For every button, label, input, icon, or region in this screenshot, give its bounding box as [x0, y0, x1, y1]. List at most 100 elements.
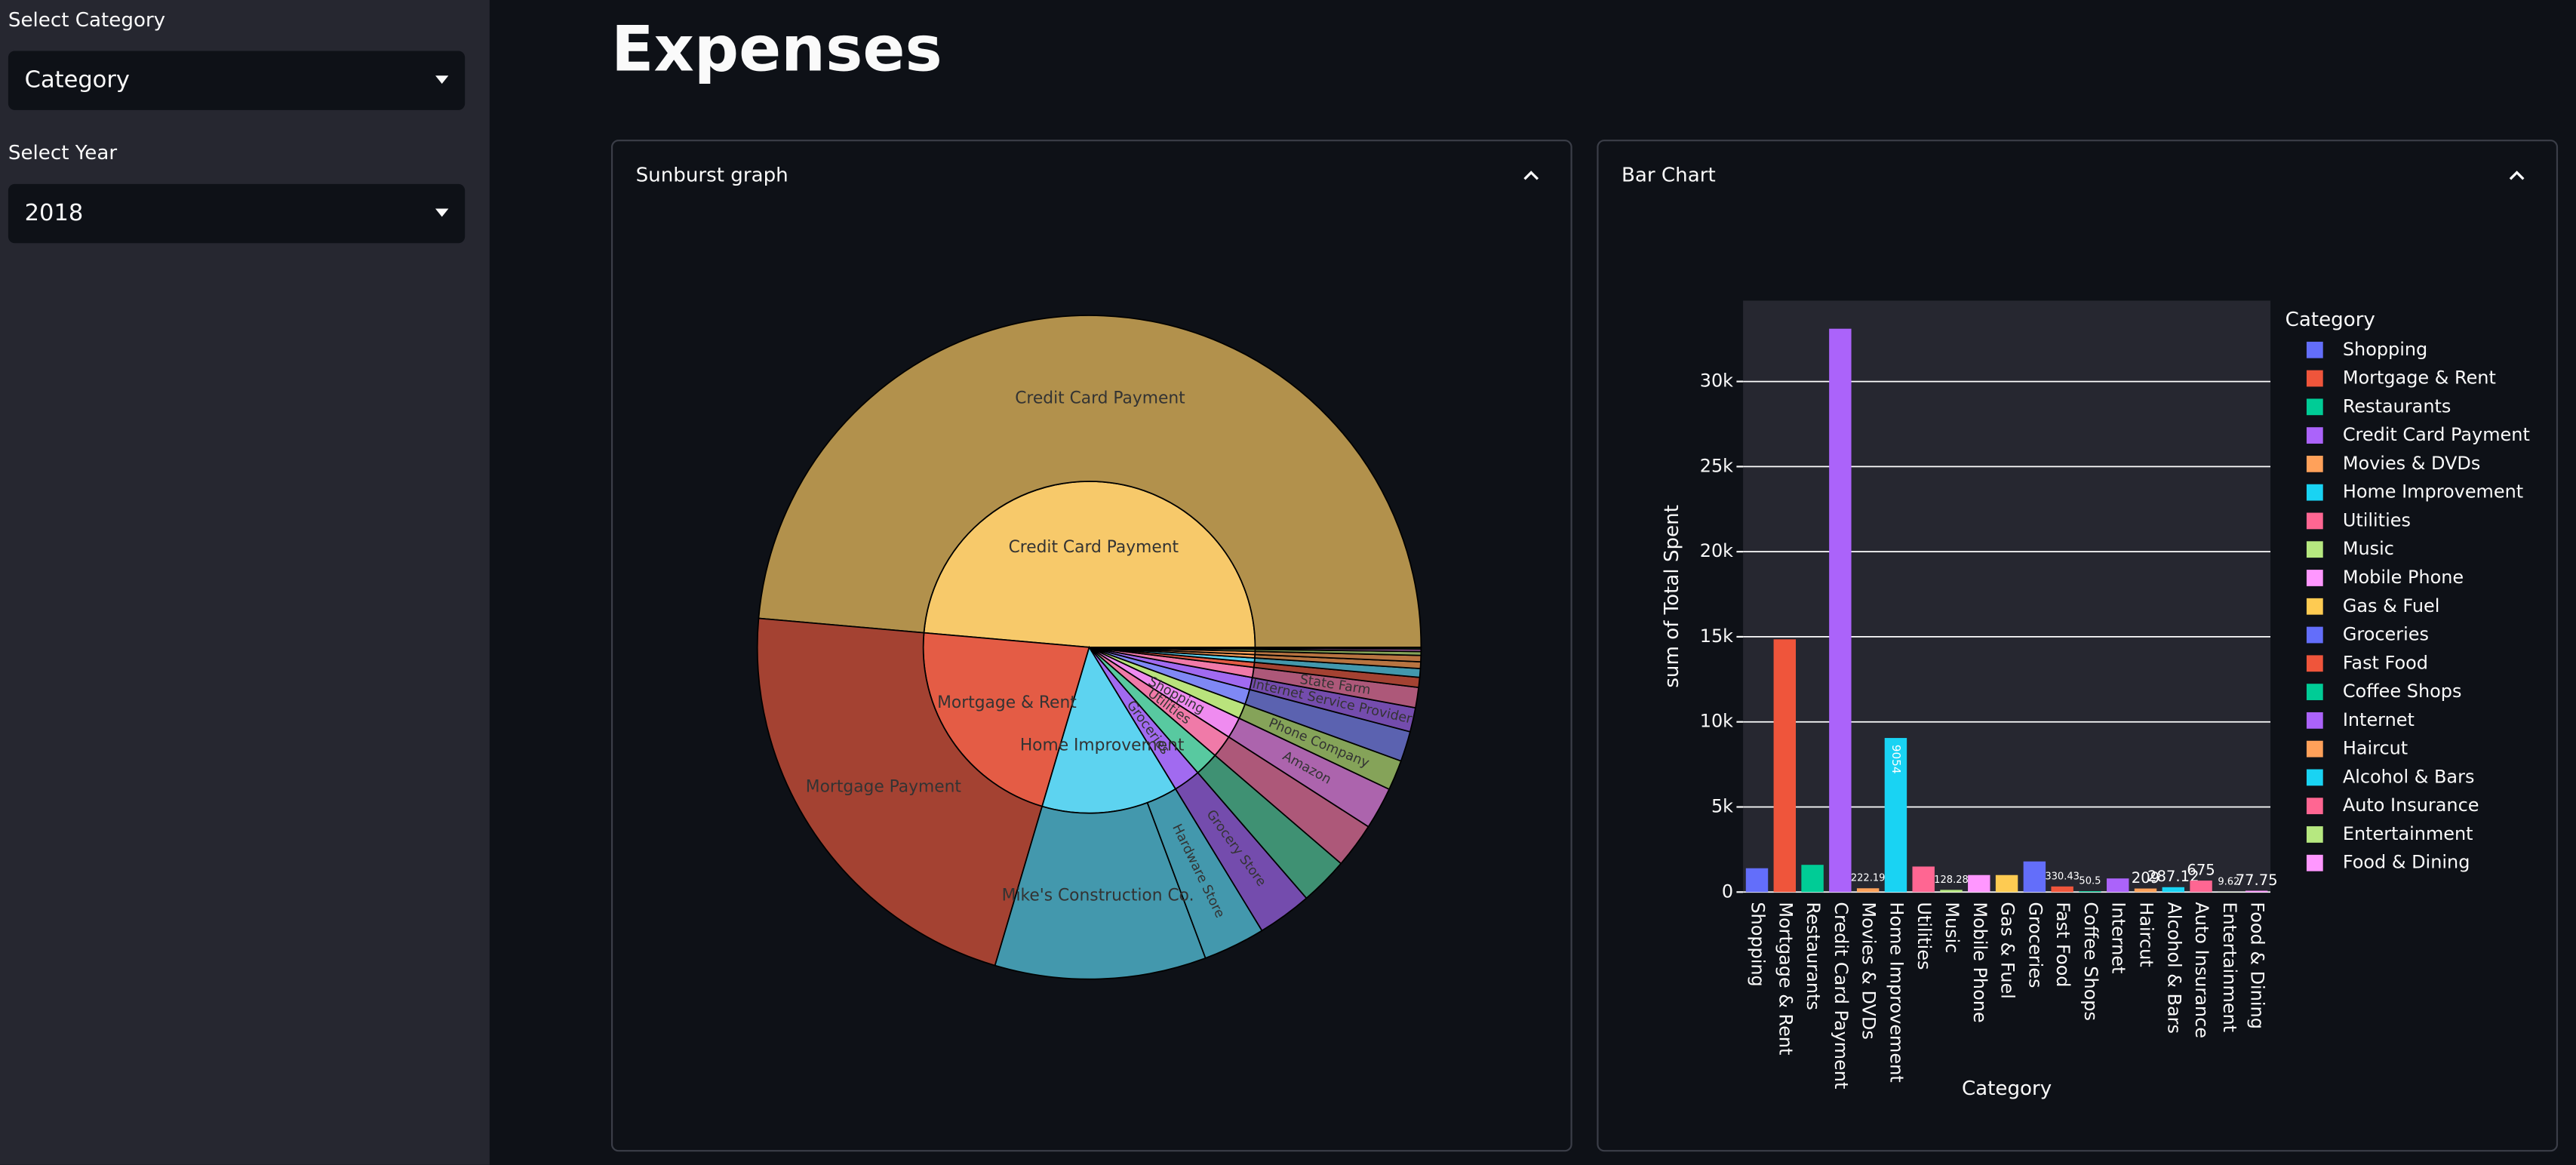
y-tick-label: 25k: [1700, 455, 1733, 476]
y-tick-label: 15k: [1700, 626, 1733, 647]
legend-swatch: [2306, 798, 2323, 815]
legend-label: Internet: [2343, 709, 2415, 730]
value-label: 50.5: [2079, 876, 2101, 887]
x-tick-label: Gas & Fuel: [1997, 902, 2018, 999]
legend-swatch: [2306, 484, 2323, 501]
value-label: 330.43: [2045, 871, 2080, 882]
panel-title: Bar Chart: [1622, 164, 1716, 186]
bar: [2245, 890, 2268, 893]
legend-label: Gas & Fuel: [2343, 595, 2440, 616]
outer-segment: [756, 617, 1044, 967]
x-tick-label: Mobile Phone: [1969, 902, 1990, 1022]
legend-swatch: [2306, 655, 2323, 672]
bar: [1884, 738, 1907, 893]
segment-label: Mortgage & Rent: [937, 693, 1077, 712]
y-tick-label: 5k: [1711, 795, 1733, 816]
label: Select Year: [8, 141, 118, 164]
y-axis-title: sum of Total Spent: [1661, 505, 1683, 688]
legend-label: Utilities: [2343, 509, 2411, 530]
legend-swatch: [2306, 769, 2323, 786]
x-tick-label: Coffee Shops: [2080, 902, 2101, 1021]
bar: [1801, 865, 1824, 893]
segment-label: Mortgage Payment: [806, 777, 962, 796]
x-axis-title: Category: [1962, 1077, 2052, 1100]
value-label: 675: [2187, 861, 2215, 878]
label: Select Category: [8, 8, 166, 32]
legend-swatch: [2306, 512, 2323, 530]
outer-segment: [758, 315, 1422, 648]
value-label: 128.28: [1934, 875, 1969, 886]
value-label: 9.62: [2218, 876, 2239, 887]
category-select[interactable]: Category: [8, 51, 466, 110]
bar: [2079, 891, 2101, 893]
legend-swatch: [2306, 740, 2323, 758]
segment-label: Credit Card Payment: [1009, 538, 1179, 557]
x-tick-label: Music: [1941, 902, 1963, 953]
value-label: 287.12: [2147, 868, 2199, 885]
bar: [2106, 878, 2129, 893]
legend-swatch: [2306, 427, 2323, 444]
y-tick-label: 20k: [1700, 540, 1733, 561]
legend-swatch: [2306, 598, 2323, 615]
legend-label: Mobile Phone: [2343, 567, 2464, 588]
x-tick-label: Restaurants: [1803, 902, 1824, 1010]
legend-swatch: [2306, 684, 2323, 700]
legend-label: Music: [2343, 538, 2394, 559]
legend-swatch: [2306, 570, 2323, 586]
year-select[interactable]: 2018: [8, 183, 466, 244]
legend-label: Restaurants: [2343, 395, 2452, 417]
legend-label: Groceries: [2343, 624, 2429, 645]
legend-label: Food & Dining: [2343, 852, 2470, 873]
bar: [1773, 639, 1797, 893]
legend-label: Alcohol & Bars: [2343, 766, 2475, 787]
legend-swatch: [2306, 541, 2323, 558]
legend-label: Haircut: [2343, 738, 2408, 759]
caret: [435, 208, 449, 217]
collapse-toggle[interactable]: [1523, 171, 1539, 180]
bar: [2162, 887, 2184, 893]
y-tick-label: 10k: [1700, 711, 1733, 732]
outer-segment: [994, 801, 1207, 980]
bar: [2023, 861, 2046, 893]
legend-swatch: [2306, 341, 2323, 358]
x-tick-label: Shopping: [1748, 902, 1769, 986]
legend-swatch: [2306, 854, 2323, 871]
x-tick-label: Haircut: [2135, 902, 2156, 967]
y-tick-label: 0: [1722, 881, 1733, 902]
collapse-toggle[interactable]: [2509, 171, 2525, 180]
panel-title: Sunburst graph: [636, 164, 788, 186]
bar: [1940, 890, 1963, 893]
legend-swatch: [2306, 455, 2323, 472]
bar: [2051, 886, 2073, 893]
page-title: Expenses: [610, 13, 942, 86]
x-tick-label: Auto Insurance: [2191, 902, 2212, 1038]
x-tick-label: Entertainment: [2219, 902, 2240, 1032]
legend-label: Fast Food: [2343, 652, 2428, 673]
legend-swatch: [2306, 626, 2323, 644]
bar: [1745, 868, 1769, 893]
x-tick-label: Utilities: [1914, 902, 1935, 970]
sidebar: Select Category Category Select Year 201…: [0, 0, 490, 1165]
legend-title: Category: [2286, 309, 2375, 331]
bar: [1912, 866, 1935, 893]
plot-area: [1743, 300, 2271, 893]
bar: [1968, 875, 1990, 893]
legend-label: Home Improvement: [2343, 481, 2523, 503]
select-value: 2018: [24, 200, 84, 227]
bar: [1995, 875, 2018, 893]
legend-swatch: [2306, 712, 2323, 729]
segment-label: Mike's Construction Co.: [1002, 887, 1194, 905]
value-label: 9054: [1889, 745, 1903, 774]
x-tick-label: Groceries: [2024, 902, 2046, 988]
x-tick-label: Home Improvement: [1886, 902, 1907, 1082]
legend-label: Entertainment: [2343, 823, 2473, 844]
x-tick-label: Internet: [2108, 902, 2129, 973]
legend-label: Mortgage & Rent: [2343, 367, 2496, 389]
x-tick-label: Food & Dining: [2247, 902, 2268, 1029]
legend-swatch: [2306, 398, 2323, 416]
value-label: 222.19: [1851, 873, 1886, 884]
legend-swatch: [2306, 370, 2323, 387]
bar: [1829, 328, 1852, 893]
legend-label: Shopping: [2343, 339, 2427, 360]
